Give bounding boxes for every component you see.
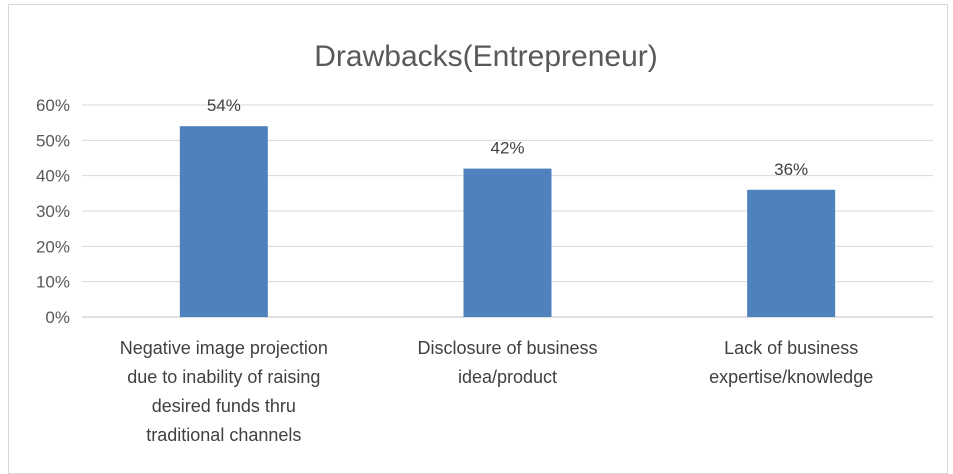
chart-title: Drawbacks(Entrepreneur) [314,40,657,73]
y-axis-ticks: 0% 10% 20% 30% 40% 50% 60% [36,96,70,327]
bar [463,168,552,317]
bars [179,126,836,317]
data-label: 54% [207,96,241,115]
bar [747,189,836,317]
category-labels: Negative image projection due to inabilit… [120,338,873,445]
x-tick-label: Disclosure of business idea/product [417,338,597,387]
data-label: 42% [490,139,524,158]
bar [179,126,268,317]
data-label: 36% [774,160,808,179]
bar-chart: Drawbacks(Entrepreneur) 0% 10% 20% 30% 40% 50… [36,40,933,445]
y-tick-label: 50% [36,131,70,150]
y-tick-label: 30% [36,202,70,221]
y-tick-label: 10% [36,273,70,292]
y-tick-label: 20% [36,237,70,256]
x-tick-label: Lack of business expertise/knowledge [709,338,873,387]
y-tick-label: 40% [36,167,70,186]
y-tick-label: 60% [36,96,70,115]
x-tick-label: Negative image projection due to inabilit… [120,338,328,445]
data-labels: 54% 42% 36% [207,96,808,179]
y-tick-label: 0% [45,308,70,327]
